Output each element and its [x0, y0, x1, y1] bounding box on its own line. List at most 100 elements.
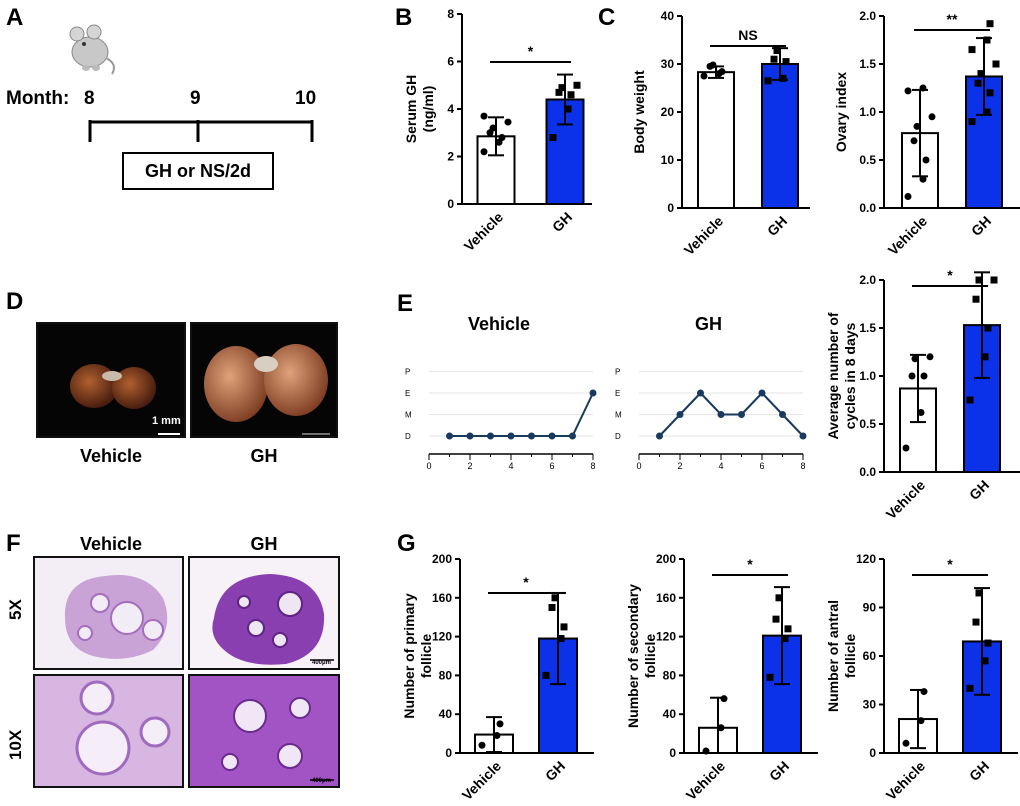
- vehicle-bar: [697, 71, 735, 209]
- category-vehicle: Vehicle: [883, 758, 929, 804]
- category-vehicle: Vehicle: [681, 213, 727, 259]
- gh-point: [986, 20, 994, 28]
- gh-bar: [761, 63, 799, 209]
- significance-label: *: [528, 43, 534, 59]
- x-tick-label: 4: [718, 461, 723, 471]
- histology-vehicle-5x-illustration: [64, 574, 168, 659]
- gh-bar: [963, 324, 1001, 474]
- scale-bar-label: 1 mm: [152, 415, 181, 427]
- y-tick-label: 0: [869, 746, 876, 760]
- vehicle-point: [504, 118, 512, 126]
- y-axis-title: Body weight: [631, 70, 647, 154]
- gh-point: [773, 47, 781, 55]
- timeline-axis: [88, 120, 314, 142]
- vehicle-point: [498, 134, 506, 141]
- y-category-label: E: [405, 389, 410, 398]
- vehicle-point: [904, 87, 912, 95]
- cycle-point: [717, 411, 725, 418]
- ovary-photo-vehicle: [36, 322, 186, 438]
- y-axis-title: Number of antralfollicle: [825, 600, 858, 712]
- antral-follicle-chart: 0 30 60 90 120 Number of antralfollicle Vehicl…: [825, 552, 1018, 804]
- panel-label-b: B: [395, 4, 413, 31]
- category-gh: GH: [549, 209, 575, 235]
- treatment-box: GH or NS/2d: [122, 152, 274, 190]
- y-axis-title-line: follicle: [642, 634, 658, 679]
- x-tick-label: 2: [677, 461, 682, 471]
- scale-400-10x: 400μm: [312, 778, 332, 784]
- cycle-point: [446, 432, 453, 440]
- gh-point: [972, 618, 980, 626]
- y-tick-label: 1.5: [859, 57, 876, 71]
- y-axis-title-line: (ng/ml): [420, 86, 436, 133]
- y-tick-label: 80: [439, 668, 453, 682]
- gh-point: [555, 88, 563, 96]
- x-tick-label: 6: [549, 461, 554, 471]
- vehicle-point: [709, 61, 717, 69]
- gh-point: [968, 46, 976, 54]
- mag-5x-label: 5X: [6, 599, 26, 620]
- significance-label: NS: [738, 27, 757, 43]
- gh-point: [966, 684, 974, 692]
- x-tick-label: 4: [508, 461, 513, 471]
- gh-point: [784, 625, 792, 633]
- cycle-point: [656, 432, 663, 440]
- y-tick-label: 40: [439, 707, 453, 721]
- gh-point: [557, 635, 565, 643]
- y-tick-label: 60: [863, 649, 877, 663]
- timeline-month-label: Month:: [6, 88, 70, 109]
- category-vehicle: Vehicle: [461, 209, 507, 255]
- gh-point: [782, 58, 790, 66]
- vehicle-point: [919, 84, 927, 92]
- y-category-label: D: [405, 432, 411, 441]
- y-category-label: M: [405, 411, 412, 420]
- vehicle-point: [919, 175, 927, 183]
- vehicle-point: [496, 720, 504, 728]
- y-tick-label: 90: [863, 601, 877, 615]
- significance-label: *: [523, 574, 529, 590]
- histology-gh-5x: [188, 556, 340, 670]
- scale-400-5x: 400μm: [312, 660, 332, 666]
- gh-point: [972, 295, 980, 303]
- y-tick-label: 40: [663, 707, 677, 721]
- vehicle-point: [489, 124, 497, 132]
- gh-point: [984, 324, 992, 332]
- y-tick-label: 30: [863, 698, 877, 712]
- mag-5x-text: 5X: [6, 599, 25, 620]
- gh-point: [779, 74, 787, 82]
- vehicle-point: [700, 72, 708, 80]
- y-tick-label: 40: [661, 9, 675, 23]
- y-tick-label: 1.5: [859, 321, 876, 335]
- body-weight-chart: 0 10 20 30 40 Body weight Vehicle GH NS: [631, 9, 810, 259]
- y-category-label: P: [615, 368, 620, 377]
- vehicle-point: [718, 68, 726, 76]
- ovary-index-chart: 0.0 0.5 1.0 1.5 2.0 Ovary index Vehicle GH **: [833, 9, 1020, 259]
- gh-point: [977, 70, 985, 78]
- category-vehicle: Vehicle: [885, 213, 931, 259]
- vehicle-point: [917, 408, 925, 416]
- category-gh: GH: [966, 477, 992, 503]
- gh-point: [781, 635, 789, 643]
- vehicle-point: [902, 739, 910, 747]
- category-gh: GH: [766, 758, 792, 784]
- x-tick-label: 0: [426, 461, 431, 471]
- cycle-point: [487, 432, 494, 440]
- cycle-point: [799, 432, 807, 440]
- d-gh-caption: GH: [250, 446, 278, 466]
- panel-label-c: C: [598, 4, 616, 31]
- gh-point: [573, 81, 581, 89]
- gh-point: [986, 89, 994, 97]
- y-axis-title-line: Ovary index: [833, 72, 849, 152]
- panel-label-e: E: [397, 290, 414, 317]
- vehicle-point: [720, 695, 728, 703]
- cycle-point: [507, 432, 515, 440]
- y-tick-label: 8: [447, 7, 454, 21]
- y-tick-label: 80: [663, 668, 677, 682]
- vehicle-point: [480, 112, 488, 120]
- gh-point: [984, 639, 992, 647]
- cycle-point: [548, 432, 556, 440]
- significance-label: *: [747, 556, 753, 572]
- y-tick-label: 0.0: [859, 465, 876, 479]
- vehicle-point: [917, 717, 925, 725]
- gh-point: [558, 84, 566, 92]
- vehicle-point: [928, 113, 936, 121]
